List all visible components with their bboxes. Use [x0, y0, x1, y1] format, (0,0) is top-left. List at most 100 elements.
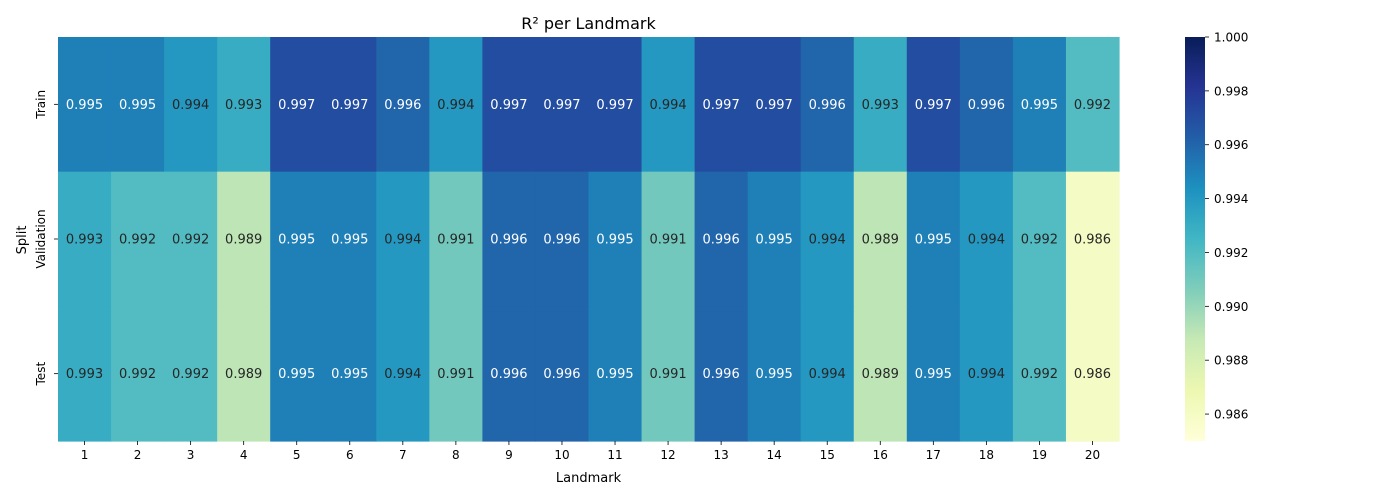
cell-value-label: 0.997	[596, 98, 633, 113]
heatmap-cell	[270, 37, 324, 173]
heatmap-cell	[906, 171, 961, 307]
cell-value-label: 0.994	[172, 98, 209, 113]
cell-value-label: 0.996	[968, 98, 1005, 113]
x-tick-label: 1	[81, 448, 89, 462]
heatmap-cell	[111, 37, 165, 173]
heatmap-cell	[111, 306, 165, 442]
heatmap-cell	[217, 171, 271, 307]
cell-value-label: 0.995	[66, 98, 103, 113]
heatmap-cell	[323, 37, 377, 173]
heatmap-cell	[217, 37, 271, 173]
cell-value-label: 0.996	[703, 367, 740, 382]
cell-value-label: 0.994	[437, 98, 474, 113]
x-tick-label: 14	[767, 448, 782, 462]
cell-value-label: 0.991	[437, 233, 474, 248]
colorbar-tick-label: 1.000	[1214, 31, 1248, 45]
cell-value-label: 0.997	[331, 98, 368, 113]
heatmap-cell	[270, 171, 324, 307]
heatmap-cell	[588, 306, 643, 442]
y-tick-label: Test	[34, 362, 48, 387]
cell-value-label: 0.997	[756, 98, 793, 113]
cell-value-label: 0.995	[331, 367, 368, 382]
heatmap-cell	[588, 171, 643, 307]
cell-value-label: 0.995	[756, 367, 793, 382]
chart-title: R² per Landmark	[521, 14, 656, 33]
x-tick-label: 6	[346, 448, 354, 462]
heatmap-cell	[694, 37, 749, 173]
heatmap-cell	[1012, 306, 1067, 442]
y-axis-label: Split	[15, 226, 30, 255]
heatmap-cell	[323, 306, 377, 442]
cell-value-label: 0.995	[915, 367, 952, 382]
cell-value-label: 0.994	[384, 367, 421, 382]
heatmap-cell	[959, 37, 1014, 173]
cell-value-label: 0.992	[119, 367, 156, 382]
cell-value-label: 0.991	[649, 367, 686, 382]
heatmap-cell	[535, 171, 590, 307]
heatmap-cell	[1065, 37, 1120, 173]
heatmap-cell	[535, 37, 590, 173]
cell-value-label: 0.996	[384, 98, 421, 113]
heatmap-cell	[535, 306, 590, 442]
cell-value-label: 0.995	[278, 233, 315, 248]
heatmap-cell	[800, 37, 855, 173]
heatmap-cell	[270, 306, 324, 442]
heatmap-cell	[376, 171, 430, 307]
cell-value-label: 0.993	[225, 98, 262, 113]
colorbar-tick-label: 0.994	[1214, 192, 1248, 206]
heatmap-cell	[800, 306, 855, 442]
heatmap-cell	[482, 171, 537, 307]
cell-value-label: 0.989	[225, 367, 262, 382]
x-tick-label: 15	[820, 448, 835, 462]
heatmap-cell	[1012, 171, 1067, 307]
heatmap-cell	[906, 37, 961, 173]
cell-value-label: 0.993	[66, 367, 103, 382]
cell-value-label: 0.995	[278, 367, 315, 382]
colorbar-tick-label: 0.998	[1214, 84, 1248, 98]
heatmap-cell	[641, 171, 696, 307]
heatmap-cell	[959, 171, 1014, 307]
heatmap-cell	[58, 306, 112, 442]
y-tick-label: Validation	[34, 209, 48, 268]
heatmap-cell	[641, 306, 696, 442]
colorbar-tick-label: 0.996	[1214, 138, 1248, 152]
heatmap-cell	[694, 171, 749, 307]
x-tick-label: 11	[607, 448, 622, 462]
x-axis: 1 2 3 4 5 6 7 8 9 10 11 12 13 14 15 16 17 18 19 20	[81, 441, 1100, 462]
heatmap-cell	[588, 37, 643, 173]
heatmap-cell	[641, 37, 696, 173]
cell-value-label: 0.994	[649, 98, 686, 113]
cell-value-label: 0.993	[862, 98, 899, 113]
cell-value-label: 0.996	[543, 233, 580, 248]
cell-value-label: 0.994	[968, 233, 1005, 248]
heatmap-cell	[800, 171, 855, 307]
heatmap-cell	[429, 306, 483, 442]
cell-value-label: 0.992	[119, 233, 156, 248]
cell-value-label: 0.986	[1074, 367, 1111, 382]
cell-value-label: 0.997	[278, 98, 315, 113]
x-tick-label: 10	[554, 448, 569, 462]
cell-value-label: 0.996	[809, 98, 846, 113]
heatmap-cell	[376, 37, 430, 173]
x-tick-label: 5	[293, 448, 301, 462]
heatmap-cell	[376, 306, 430, 442]
cell-value-label: 0.994	[809, 233, 846, 248]
x-tick-label: 19	[1032, 448, 1047, 462]
x-tick-label: 7	[399, 448, 407, 462]
heatmap-cell	[694, 306, 749, 442]
cell-value-label: 0.992	[1021, 233, 1058, 248]
heatmap-cell	[164, 171, 218, 307]
heatmap-cell	[164, 37, 218, 173]
heatmap-cell	[747, 37, 802, 173]
colorbar-tick-label: 0.992	[1214, 246, 1248, 260]
cell-value-label: 0.992	[1074, 98, 1111, 113]
heatmap-cell	[959, 306, 1014, 442]
y-axis: Train Validation Test	[34, 90, 58, 387]
heatmap-cell	[906, 306, 961, 442]
cell-annotations: 0.995 0.995 0.994 0.993 0.997 0.997 0.996 0.994…	[66, 98, 1111, 382]
cell-value-label: 0.986	[1074, 233, 1111, 248]
heatmap-cell	[429, 171, 483, 307]
cell-value-label: 0.993	[66, 233, 103, 248]
heatmap-cell	[429, 37, 483, 173]
